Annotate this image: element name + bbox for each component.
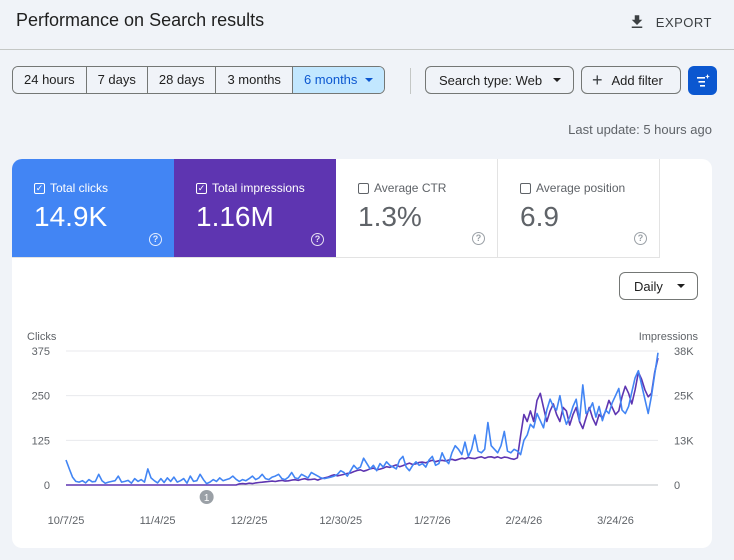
checkbox-checked-icon[interactable]: ✓ [196,182,207,194]
right-axis-label: Impressions [639,331,699,343]
help-icon[interactable]: ? [634,232,647,245]
clicks-series-line [65,352,659,485]
metric-value: 1.16M [196,201,274,232]
metric-value: 6.9 [520,201,559,232]
add-filter-label: Add filter [611,72,663,88]
metric-label: Average position [520,181,625,195]
tiles-divider [12,257,498,258]
date-filter-label: 6 months [303,72,358,87]
metric-label: ✓ Total clicks [34,181,108,195]
caret-down-icon [553,78,561,82]
help-icon[interactable]: ? [311,233,324,246]
x-axis-tick: 12/2/25 [231,515,268,527]
toolbar-divider [410,68,411,94]
left-axis-tick: 375 [32,346,50,358]
help-icon[interactable]: ? [472,232,485,245]
metric-tile-ctr[interactable]: Average CTR 1.3% ? [336,159,498,258]
export-label: EXPORT [655,14,712,30]
annotation-marker [199,490,214,504]
metric-name: Average CTR [374,181,447,195]
metric-name: Total clicks [50,181,109,195]
page-header: Performance on Search results EXPORT [0,0,734,50]
date-filter-24-hours[interactable]: 24 hours [13,67,87,93]
add-filter-button[interactable]: + Add filter [581,66,681,94]
checkbox-unchecked-icon[interactable] [520,182,531,194]
metric-tile-impressions[interactable]: ✓ Total impressions 1.16M ? [174,159,336,258]
caret-down-icon [365,78,374,82]
impressions-series-line [66,357,659,486]
date-filter-label: 28 days [158,72,205,87]
granularity-label: Daily [634,278,663,294]
x-axis-tick: 3/24/26 [597,515,634,527]
plus-icon: + [592,70,603,90]
date-filter-3-months[interactable]: 3 months [216,67,293,93]
x-axis-tick: 12/30/25 [319,515,362,527]
caret-down-icon [677,284,685,288]
download-icon [631,15,643,28]
search-type-dropdown[interactable]: Search type: Web [425,66,574,94]
x-axis-tick: 10/7/25 [48,515,85,527]
right-axis-tick: 0 [674,480,680,492]
left-axis-label: Clicks [27,331,57,343]
metric-name: Average position [536,181,626,195]
filter-settings-icon [696,73,710,87]
left-axis-tick: 125 [32,435,50,447]
search-type-label: Search type: Web [439,72,543,88]
date-filter-label: 3 months [227,72,281,87]
date-range-segmented: 24 hours 7 days 28 days 3 months 6 month… [12,66,386,94]
page-title: Performance on Search results [16,10,265,30]
metric-name: Total impressions [212,181,305,195]
date-filter-7-days[interactable]: 7 days [86,67,148,93]
x-axis-tick: 1/27/26 [414,515,451,527]
chart-annotation[interactable]: 1 [199,490,214,504]
x-axis-tick: 2/24/26 [506,515,543,527]
metric-tile-position[interactable]: Average position 6.9 ? [498,159,660,258]
date-filter-label: 24 hours [24,72,75,87]
annotation-label: 1 [204,493,210,504]
date-range-filter: 24 hours 7 days 28 days 3 months 6 month… [12,66,386,94]
x-axis-ticks: 10/7/25 11/4/25 12/2/25 12/30/25 1/27/26 2/24… [48,515,634,527]
granularity-dropdown[interactable]: Daily [619,272,698,300]
right-axis-tick: 13K [674,435,694,447]
metric-tile-clicks[interactable]: ✓ Total clicks 14.9K ? [12,159,174,258]
metric-value: 14.9K [34,201,108,232]
right-axis-ticks: 38K 25K 13K 0 [674,346,694,492]
x-axis-tick: 11/4/25 [140,515,176,527]
left-axis-ticks: 375 250 125 0 [32,346,50,492]
checkbox-unchecked-icon[interactable] [358,182,369,194]
date-filter-label: 7 days [97,72,136,87]
last-update-text: Last update: 5 hours ago [568,122,712,137]
checkbox-checked-icon[interactable]: ✓ [34,182,45,194]
date-filter-28-days[interactable]: 28 days [147,67,217,93]
right-axis-tick: 25K [674,391,694,403]
right-axis-tick: 38K [674,346,694,358]
left-axis-tick: 250 [32,391,50,403]
metric-label: ✓ Total impressions [196,181,305,195]
export-button[interactable]: EXPORT [628,8,712,36]
left-axis-tick: 0 [44,480,50,492]
filter-settings-button[interactable] [688,66,717,95]
performance-card: ✓ Total clicks 14.9K ? ✓ Total impressions… [12,159,712,548]
help-icon[interactable]: ? [149,233,162,246]
metric-label: Average CTR [358,181,446,195]
metric-value: 1.3% [358,201,422,232]
date-filter-6-months[interactable]: 6 months [292,67,385,93]
